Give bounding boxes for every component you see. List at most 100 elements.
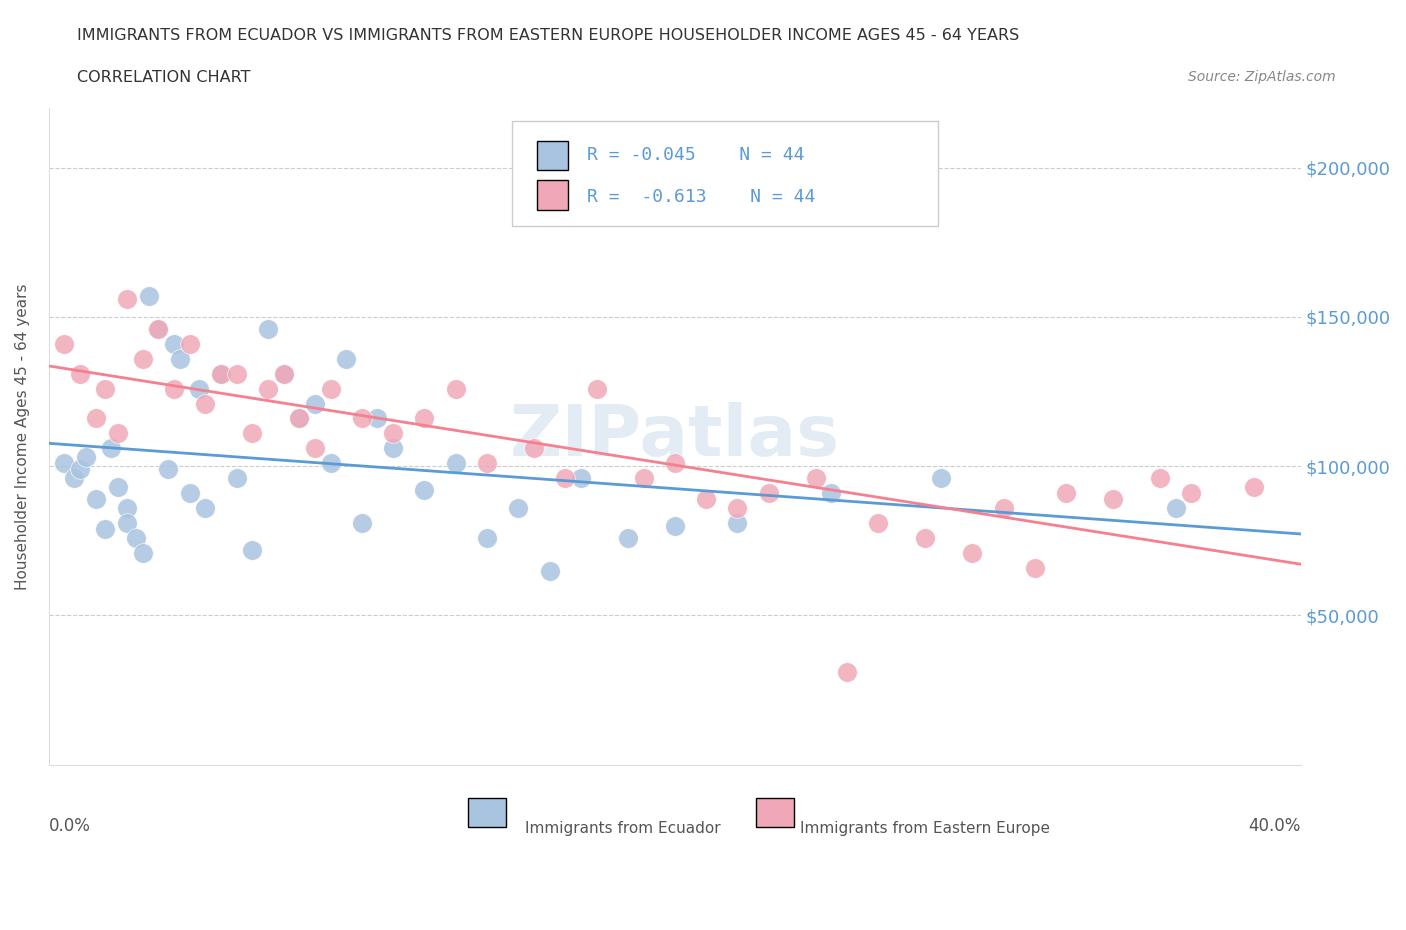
Point bbox=[1164, 500, 1187, 515]
Point bbox=[84, 411, 107, 426]
Point bbox=[53, 456, 76, 471]
Point bbox=[194, 396, 217, 411]
FancyBboxPatch shape bbox=[512, 121, 938, 226]
Point bbox=[929, 471, 952, 485]
Point bbox=[758, 485, 780, 500]
Point bbox=[240, 426, 263, 441]
Point bbox=[664, 519, 686, 534]
Point bbox=[131, 352, 153, 366]
Text: R =  -0.613    N = 44: R = -0.613 N = 44 bbox=[588, 188, 815, 206]
Point bbox=[304, 396, 326, 411]
Point bbox=[163, 337, 186, 352]
Point bbox=[107, 480, 129, 495]
Point bbox=[319, 456, 342, 471]
Point bbox=[125, 530, 148, 545]
Point bbox=[257, 381, 280, 396]
Point bbox=[169, 352, 191, 366]
FancyBboxPatch shape bbox=[537, 140, 568, 170]
Point bbox=[727, 515, 749, 530]
Point bbox=[413, 411, 436, 426]
Text: IMMIGRANTS FROM ECUADOR VS IMMIGRANTS FROM EASTERN EUROPE HOUSEHOLDER INCOME AGE: IMMIGRANTS FROM ECUADOR VS IMMIGRANTS FR… bbox=[77, 28, 1019, 43]
Point bbox=[115, 292, 138, 307]
Point bbox=[444, 381, 467, 396]
Point bbox=[366, 411, 388, 426]
Point bbox=[413, 483, 436, 498]
Point bbox=[382, 426, 405, 441]
Point bbox=[538, 564, 561, 578]
Text: Immigrants from Ecuador: Immigrants from Ecuador bbox=[524, 820, 720, 835]
Point bbox=[914, 530, 936, 545]
Text: 0.0%: 0.0% bbox=[49, 817, 90, 835]
Text: CORRELATION CHART: CORRELATION CHART bbox=[77, 70, 250, 85]
Point bbox=[115, 515, 138, 530]
Point bbox=[1054, 485, 1077, 500]
Point bbox=[156, 462, 179, 477]
FancyBboxPatch shape bbox=[756, 798, 794, 827]
Point bbox=[633, 471, 655, 485]
Point bbox=[523, 441, 546, 456]
Point bbox=[554, 471, 576, 485]
Point bbox=[804, 471, 827, 485]
Point bbox=[585, 381, 607, 396]
Point bbox=[107, 426, 129, 441]
Point bbox=[288, 411, 311, 426]
Point bbox=[257, 322, 280, 337]
Point bbox=[84, 492, 107, 507]
Point bbox=[94, 522, 117, 537]
Point bbox=[350, 411, 373, 426]
Point bbox=[508, 500, 530, 515]
Point bbox=[75, 450, 97, 465]
Point bbox=[335, 352, 357, 366]
Point bbox=[993, 500, 1015, 515]
Point bbox=[617, 530, 640, 545]
Point bbox=[188, 381, 211, 396]
Point bbox=[115, 500, 138, 515]
Point bbox=[69, 366, 91, 381]
Point bbox=[100, 441, 122, 456]
Point bbox=[179, 337, 201, 352]
Y-axis label: Householder Income Ages 45 - 64 years: Householder Income Ages 45 - 64 years bbox=[15, 283, 30, 590]
Point bbox=[319, 381, 342, 396]
Point bbox=[225, 471, 247, 485]
Point bbox=[868, 515, 890, 530]
Point bbox=[62, 471, 84, 485]
Point bbox=[179, 485, 201, 500]
Point bbox=[131, 545, 153, 560]
Point bbox=[350, 515, 373, 530]
Text: Source: ZipAtlas.com: Source: ZipAtlas.com bbox=[1188, 70, 1336, 84]
Point bbox=[288, 411, 311, 426]
Point bbox=[569, 471, 592, 485]
Point bbox=[820, 485, 842, 500]
Point bbox=[138, 288, 160, 303]
Point bbox=[209, 366, 232, 381]
Point bbox=[163, 381, 186, 396]
Point bbox=[444, 456, 467, 471]
Point bbox=[209, 366, 232, 381]
Point bbox=[475, 530, 498, 545]
Point bbox=[695, 492, 717, 507]
Point bbox=[53, 337, 76, 352]
Point bbox=[1243, 480, 1265, 495]
Point bbox=[304, 441, 326, 456]
Point bbox=[225, 366, 247, 381]
Point bbox=[194, 500, 217, 515]
FancyBboxPatch shape bbox=[537, 180, 568, 210]
Text: Immigrants from Eastern Europe: Immigrants from Eastern Europe bbox=[800, 820, 1050, 835]
Point bbox=[382, 441, 405, 456]
Point bbox=[1102, 492, 1125, 507]
Point bbox=[1149, 471, 1171, 485]
Point bbox=[727, 500, 749, 515]
Point bbox=[148, 322, 170, 337]
FancyBboxPatch shape bbox=[468, 798, 506, 827]
Point bbox=[1024, 560, 1046, 575]
Text: 40.0%: 40.0% bbox=[1249, 817, 1301, 835]
Point bbox=[664, 456, 686, 471]
Point bbox=[1180, 485, 1202, 500]
Point bbox=[69, 462, 91, 477]
Point bbox=[962, 545, 984, 560]
Point bbox=[475, 456, 498, 471]
Point bbox=[240, 542, 263, 557]
Point bbox=[273, 366, 295, 381]
Text: R = -0.045    N = 44: R = -0.045 N = 44 bbox=[588, 146, 804, 165]
Point bbox=[94, 381, 117, 396]
